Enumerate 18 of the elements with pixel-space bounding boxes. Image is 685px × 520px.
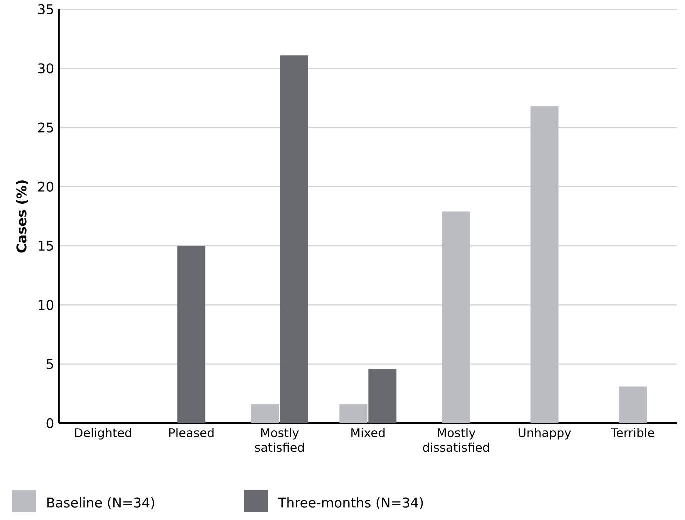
x-tick-label: Delighted xyxy=(75,428,132,440)
y-tick-label: 30 xyxy=(38,63,54,74)
y-tick-label: 10 xyxy=(38,300,54,310)
y-tick-label: 15 xyxy=(38,240,54,251)
y-tick-label: 5 xyxy=(46,359,54,370)
x-tick-label: Pleased xyxy=(169,428,214,438)
x-tick-label: Mixed xyxy=(352,428,385,438)
y-tick-label: 20 xyxy=(38,182,54,192)
x-tick-label: Unhappy xyxy=(518,428,572,440)
legend-label: Three-months (N=34) xyxy=(278,497,424,510)
y-axis-title: Cases (%) xyxy=(16,180,28,253)
x-tick-label: Terrible xyxy=(610,428,654,438)
x-tick-label: Mostly satisfied xyxy=(255,428,304,452)
y-tick-label: 35 xyxy=(38,4,54,14)
x-tick-label: Mostly dissatisfied xyxy=(423,428,490,452)
y-tick-label: 25 xyxy=(38,122,54,133)
legend-label: Baseline (N=34) xyxy=(48,497,154,510)
y-tick-label: 0 xyxy=(46,418,54,428)
